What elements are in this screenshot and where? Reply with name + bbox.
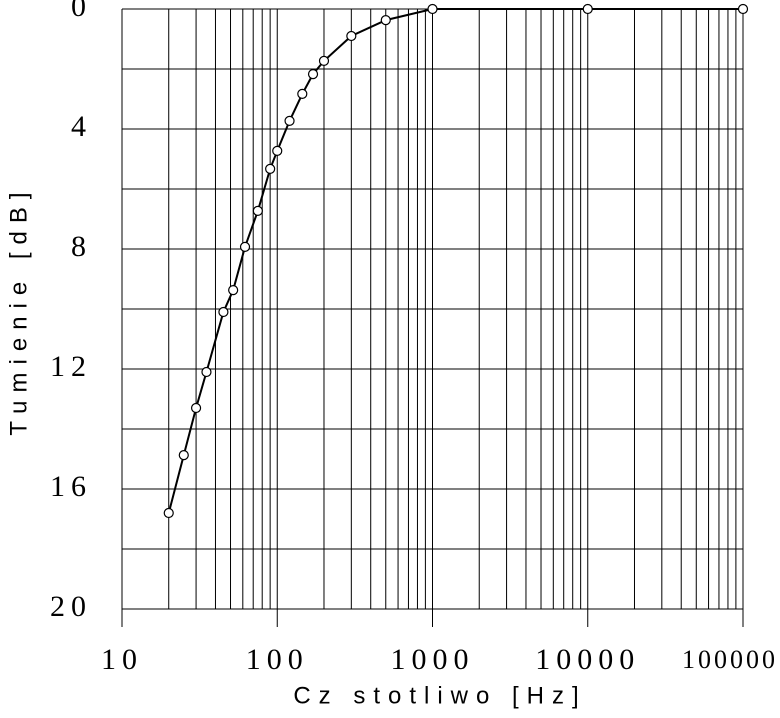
x-tick-label: 10 — [101, 643, 143, 676]
data-point — [380, 15, 391, 26]
data-line — [167, 8, 743, 514]
data-point — [582, 3, 593, 15]
data-point — [163, 507, 174, 519]
y-tick-label: 0 — [71, 0, 92, 23]
x-tick-label: 100 — [246, 643, 309, 676]
data-point — [218, 306, 229, 318]
data-point — [228, 285, 239, 296]
x-tick-label: 100000 — [682, 645, 778, 674]
y-tick-label: 16 — [50, 470, 92, 503]
data-point — [427, 3, 438, 15]
data-point — [272, 145, 283, 156]
data-point — [284, 115, 295, 127]
y-tick-label: 8 — [71, 230, 92, 263]
y-tick-label: 20 — [50, 590, 92, 623]
data-point — [201, 366, 212, 378]
data-point — [190, 402, 202, 414]
data-point — [318, 55, 330, 67]
x-tick-label: 1000 — [391, 643, 475, 676]
data-point — [307, 68, 319, 80]
data-point — [265, 163, 276, 174]
y-tick-label: 12 — [50, 350, 92, 383]
x-tick-label: 10000 — [535, 643, 640, 676]
y-tick-label: 4 — [71, 110, 92, 143]
data-point — [346, 30, 357, 42]
data-point — [737, 3, 749, 15]
data-point — [178, 450, 189, 461]
data-point — [297, 88, 308, 100]
data-point — [239, 241, 251, 252]
x-axis-label: Cz stotliwo [Hz] — [293, 682, 586, 709]
y-axis-label: Tumienie [dB] — [5, 184, 32, 435]
data-point — [252, 205, 263, 216]
